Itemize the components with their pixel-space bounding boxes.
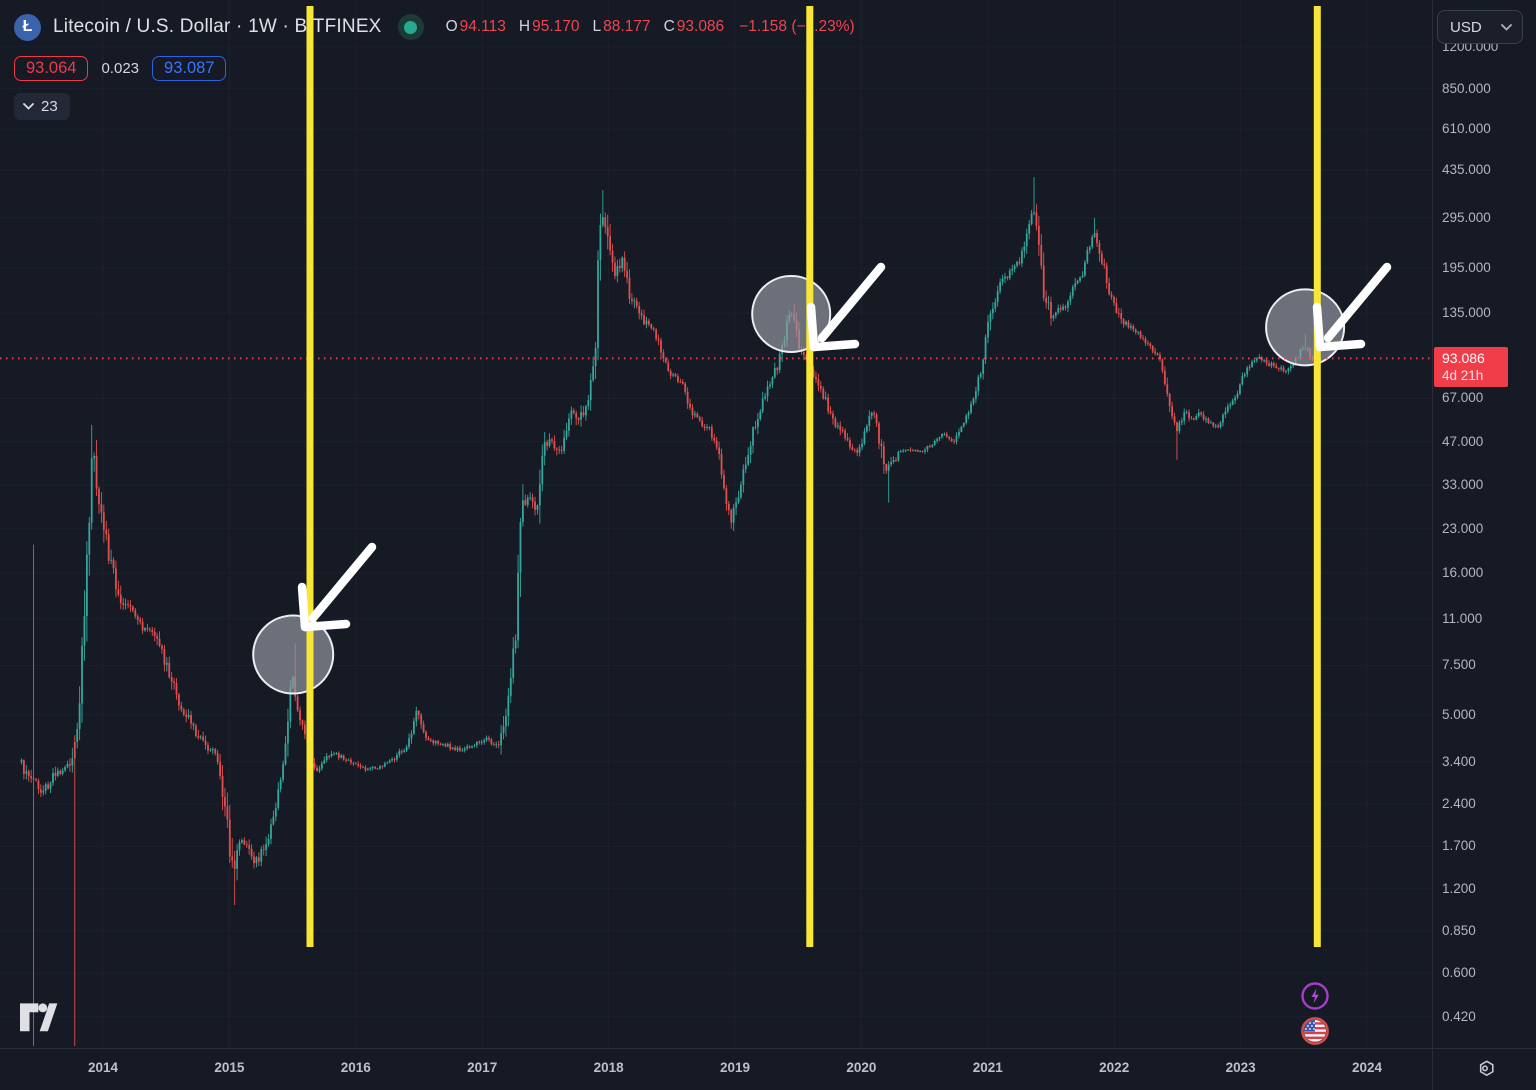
market-open-indicator-icon[interactable] [397, 14, 424, 40]
year-tick-label: 2023 [1225, 1060, 1256, 1075]
price-tick-label: 195.000 [1442, 260, 1491, 276]
price-tick-label: 3.400 [1442, 753, 1476, 769]
year-tick-label: 2024 [1351, 1060, 1383, 1075]
bar-close-countdown: 4d 21h [1442, 368, 1484, 384]
lightning-icon[interactable] [1299, 980, 1331, 1012]
chart-grid [0, 0, 1432, 1048]
price-tick-label: 7.500 [1442, 657, 1476, 673]
symbol-title[interactable]: Litecoin / U.S. Dollar · 1W · BITFINEX [53, 16, 382, 37]
current-price-value: 93.086 [1442, 350, 1485, 367]
year-tick-label: 2019 [719, 1060, 751, 1075]
high-value: 95.170 [532, 18, 580, 35]
price-tick-label: 135.000 [1442, 305, 1491, 321]
price-tick-label: 11.000 [1442, 610, 1483, 626]
year-tick-label: 2015 [214, 1060, 245, 1075]
change-value: −1.158 (−1.23%) [739, 18, 855, 35]
year-tick-label: 2020 [846, 1060, 877, 1075]
year-tick-label: 2022 [1099, 1060, 1130, 1075]
price-chart-canvas[interactable] [0, 0, 1432, 1048]
price-tick-label: 0.420 [1442, 1008, 1476, 1024]
currency-selector-button[interactable]: USD [1437, 10, 1523, 44]
price-tick-label: 33.000 [1442, 476, 1484, 492]
year-tick-label: 2016 [340, 1060, 371, 1075]
price-axis[interactable]: 1200.000 850.000 610.000 435.000 295.000 195.… [1432, 0, 1536, 1048]
gear-icon [1479, 1060, 1494, 1077]
year-tick-label: 2021 [972, 1060, 1003, 1075]
price-tick-label: 0.850 [1442, 922, 1476, 938]
close-value: 93.086 [676, 18, 725, 35]
tradingview-logo[interactable] [20, 1003, 58, 1033]
price-tick-label: 16.000 [1442, 565, 1484, 581]
buy-price-button[interactable]: 93.087 [152, 55, 227, 81]
litecoin-logo-icon: Ł [14, 13, 41, 41]
price-tick-label: 850.000 [1442, 80, 1491, 96]
year-tick-label: 2014 [87, 1060, 119, 1075]
quick-actions [1299, 980, 1331, 1047]
price-tick-label: 0.600 [1442, 965, 1476, 981]
ohlc-values: O 94.113 H 95.170 L 88.177 C 93.086 −1.158 (… [445, 18, 855, 35]
price-tick-label: 67.000 [1442, 390, 1484, 406]
candlestick-series [20, 177, 1319, 1047]
open-value: 94.113 [459, 18, 506, 35]
chevron-down-icon [23, 103, 34, 110]
chart-legend: Ł Litecoin / U.S. Dollar · 1W · BITFINEX… [14, 10, 855, 120]
year-tick-label: 2017 [467, 1060, 498, 1075]
price-tick-label: 1.200 [1442, 880, 1476, 896]
low-value: 88.177 [603, 18, 651, 35]
chart-settings-button[interactable] [1432, 1049, 1536, 1090]
price-tick-label: 1.700 [1442, 838, 1476, 854]
price-tick-label: 610.000 [1442, 121, 1491, 137]
price-tick-label: 435.000 [1442, 162, 1491, 178]
price-tick-label: 5.000 [1442, 706, 1476, 722]
price-tick-label: 23.000 [1442, 520, 1484, 536]
sell-price-button[interactable]: 93.064 [14, 55, 89, 81]
year-tick-label: 2018 [593, 1060, 624, 1075]
chevron-down-icon [1501, 23, 1512, 31]
legend-expand-button[interactable]: 23 [14, 93, 70, 120]
price-tick-label: 295.000 [1442, 209, 1491, 225]
price-tick-label: 2.400 [1442, 796, 1476, 812]
time-axis[interactable]: 2014 2015 2016 2017 2018 2019 2020 2021 2022 2023… [0, 1048, 1536, 1090]
current-price-label: 93.086 4d 21h [1434, 347, 1508, 388]
price-tick-label: 47.000 [1442, 433, 1484, 449]
spread-value: 0.023 [101, 59, 140, 77]
us-flag-icon[interactable] [1299, 1015, 1331, 1047]
